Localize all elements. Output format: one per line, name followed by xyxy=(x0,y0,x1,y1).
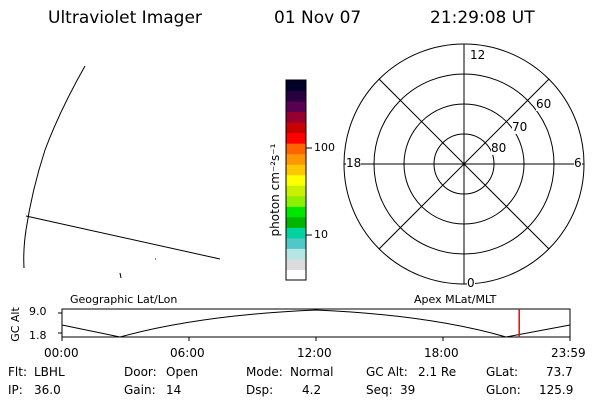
ytick-9: 9.0 xyxy=(29,305,47,318)
xtick-0000: 00:00 xyxy=(44,346,79,360)
mode-label: Mode: xyxy=(246,365,283,379)
colorbar-cell xyxy=(286,90,306,102)
ytick-1-8: 1.8 xyxy=(29,329,47,342)
glat-value: 73.7 xyxy=(546,365,573,379)
timeline-right-label: Apex MLat/MLT xyxy=(414,293,497,306)
lat-label-60: 60 xyxy=(536,97,552,111)
latitude-line xyxy=(25,215,221,260)
time-label: 21:29:08 UT xyxy=(430,8,535,28)
ip-value: 36.0 xyxy=(34,383,61,397)
colorbar-cell xyxy=(286,174,306,186)
colorbar-cell xyxy=(286,122,306,134)
glon-label: GLon: xyxy=(486,383,521,397)
mlt-label-0: 0 xyxy=(467,276,475,290)
colorbar-cell xyxy=(286,206,306,218)
colorbar-cell xyxy=(286,132,306,144)
dsp-label: Dsp: xyxy=(246,383,274,397)
date-label: 01 Nov 07 xyxy=(274,8,362,28)
mlt-label-6: 6 xyxy=(574,156,582,170)
xtick-1200: 12:00 xyxy=(297,346,332,360)
colorbar-cell xyxy=(286,227,306,239)
glon-value: 125.9 xyxy=(539,383,574,397)
seq-label: Seq: xyxy=(366,383,393,397)
glat-label: GLat: xyxy=(486,365,519,379)
colorbar-cell xyxy=(286,111,306,123)
instrument-title: Ultraviolet Imager xyxy=(48,8,202,28)
colorbar-cell xyxy=(286,185,306,197)
colorbar-cell xyxy=(286,258,306,270)
mlt-label-18: 18 xyxy=(346,156,362,170)
colorbar-cell xyxy=(286,195,306,207)
gain-label: Gain: xyxy=(124,383,156,397)
colorbar-tick-10: 10 xyxy=(314,228,328,241)
timeline-left-label: Geographic Lat/Lon xyxy=(70,293,178,306)
colorbar-cell xyxy=(286,143,306,155)
mlt-label-12: 12 xyxy=(470,48,486,62)
gcalt-value: 2.1 Re xyxy=(418,365,457,379)
filter-value: LBHL xyxy=(34,365,65,379)
colorbar-cell xyxy=(286,153,306,165)
door-label: Door: xyxy=(124,365,157,379)
colorbar-cell xyxy=(286,248,306,260)
colorbar-cell xyxy=(286,164,306,176)
xtick-0600: 06:00 xyxy=(170,346,205,360)
xtick-2359: 23:59 xyxy=(551,346,586,360)
seq-value: 39 xyxy=(400,383,416,397)
filter-label: Flt: xyxy=(8,365,27,379)
xtick-1800: 18:00 xyxy=(424,346,459,360)
colorbar-cell xyxy=(286,80,306,92)
altitude-curve xyxy=(61,309,571,338)
coastline-curve xyxy=(23,65,86,269)
colorbar-cell xyxy=(286,269,306,281)
colorbar-cell xyxy=(286,101,306,113)
colorbar-cell xyxy=(286,237,306,249)
colorbar-tick-100: 100 xyxy=(314,141,335,154)
door-value: Open xyxy=(166,365,199,379)
colorbar-cell xyxy=(286,216,306,228)
dsp-value: 4.2 xyxy=(302,383,322,397)
lat-label-80: 80 xyxy=(491,141,507,155)
lat-label-70: 70 xyxy=(512,120,528,134)
ip-label: IP: xyxy=(8,383,23,397)
coast-fragment xyxy=(119,272,122,279)
mode-value: Normal xyxy=(290,365,334,379)
gcalt-label: GC Alt: xyxy=(366,365,408,379)
gain-value: 14 xyxy=(166,383,182,397)
